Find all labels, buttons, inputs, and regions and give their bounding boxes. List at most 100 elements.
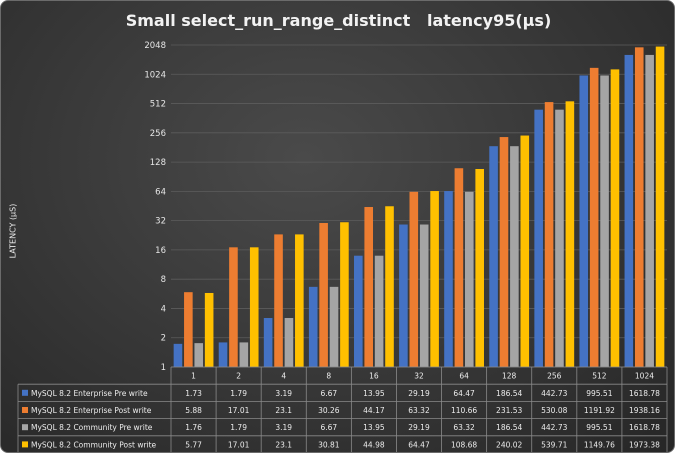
data-label: 63.32 — [408, 406, 430, 415]
data-label: 1.79 — [230, 423, 247, 432]
y-tick-label: 512 — [150, 100, 166, 110]
bar — [454, 168, 464, 367]
data-label: 1191.92 — [584, 406, 615, 415]
bar — [565, 101, 575, 367]
bar — [284, 318, 294, 367]
data-label: 995.51 — [586, 389, 612, 398]
data-label: 1938.16 — [629, 406, 660, 415]
bar — [444, 191, 453, 367]
bar — [610, 69, 620, 367]
category-label: 16 — [369, 372, 379, 381]
legend-swatch — [22, 441, 28, 448]
category-label: 1024 — [635, 372, 654, 381]
data-label: 1973.38 — [629, 440, 660, 449]
bar — [173, 343, 183, 367]
data-label: 13.95 — [363, 389, 385, 398]
data-label: 442.73 — [541, 423, 567, 432]
bar — [624, 54, 634, 368]
category-label: 64 — [459, 372, 469, 381]
data-label: 110.66 — [451, 406, 477, 415]
bar — [194, 343, 204, 367]
y-tick-label: 128 — [150, 158, 166, 168]
bar — [364, 207, 374, 367]
legend-entry: MySQL 8.2 Enterprise Pre write — [31, 389, 148, 398]
legend-entry: MySQL 8.2 Community Post write — [31, 440, 157, 449]
category-label: 256 — [547, 372, 562, 381]
data-label: 442.73 — [541, 389, 567, 398]
data-label: 3.19 — [275, 389, 292, 398]
bar — [218, 342, 228, 367]
bar — [544, 102, 554, 367]
bar — [419, 224, 429, 367]
category-label: 4 — [281, 372, 286, 381]
data-label: 63.32 — [453, 423, 475, 432]
bar — [340, 222, 349, 367]
data-label: 5.77 — [185, 440, 202, 449]
bar — [589, 67, 599, 368]
bar — [634, 47, 644, 367]
legend-entry: MySQL 8.2 Enterprise Post write — [31, 406, 152, 415]
legend-swatch — [22, 424, 28, 431]
data-label: 17.01 — [228, 406, 250, 415]
category-label: 2 — [236, 372, 241, 381]
data-label: 231.53 — [496, 406, 522, 415]
bar — [489, 146, 498, 367]
y-tick-label: 64 — [155, 187, 166, 197]
category-label: 1 — [191, 372, 196, 381]
category-label: 32 — [414, 372, 424, 381]
bar — [295, 234, 304, 367]
legend-swatch — [22, 407, 28, 413]
y-tick-label: 1024 — [144, 70, 166, 80]
data-label: 1618.78 — [629, 389, 660, 398]
data-label: 1.79 — [230, 389, 247, 398]
data-label: 1149.76 — [584, 440, 615, 449]
data-label: 5.88 — [185, 406, 202, 415]
data-label: 3.19 — [275, 423, 292, 432]
data-label: 29.19 — [408, 423, 430, 432]
bar — [430, 191, 439, 367]
category-label: 128 — [502, 372, 517, 381]
data-label: 17.01 — [228, 440, 250, 449]
bar — [464, 191, 474, 367]
legend-swatch — [22, 389, 28, 396]
bar — [520, 135, 530, 367]
data-label: 6.67 — [320, 389, 337, 398]
data-label: 44.98 — [363, 440, 385, 449]
bar — [204, 292, 214, 367]
bar — [239, 342, 249, 367]
chart-title: Small select_run_range_distinct latency9… — [125, 11, 552, 30]
data-label: 29.19 — [408, 389, 430, 398]
bar — [274, 234, 283, 367]
y-tick-label: 2048 — [144, 41, 166, 51]
bar — [475, 169, 484, 367]
category-label: 512 — [592, 372, 607, 381]
bar — [263, 318, 273, 367]
data-label: 44.17 — [363, 406, 385, 415]
bar — [184, 292, 193, 367]
bar — [385, 206, 394, 367]
data-label: 108.68 — [451, 440, 477, 449]
y-tick-label: 8 — [161, 275, 166, 285]
data-label: 64.47 — [408, 440, 430, 449]
data-label: 539.71 — [541, 440, 567, 449]
bar — [409, 191, 419, 367]
bar — [579, 75, 589, 368]
data-label: 186.54 — [496, 389, 522, 398]
y-tick-label: 256 — [150, 129, 166, 139]
bar — [655, 46, 665, 367]
bar — [308, 286, 318, 367]
bar — [645, 54, 654, 368]
data-label: 23.1 — [275, 406, 292, 415]
y-tick-label: 16 — [155, 246, 166, 256]
data-label: 240.02 — [496, 440, 522, 449]
data-label: 995.51 — [586, 423, 612, 432]
data-label: 1618.78 — [629, 423, 660, 432]
bar — [374, 255, 384, 367]
data-label: 1.76 — [185, 423, 202, 432]
data-label: 1.73 — [185, 389, 202, 398]
data-label: 64.47 — [453, 389, 475, 398]
data-label: 23.1 — [275, 440, 292, 449]
bar — [319, 223, 328, 367]
bar — [249, 247, 259, 367]
